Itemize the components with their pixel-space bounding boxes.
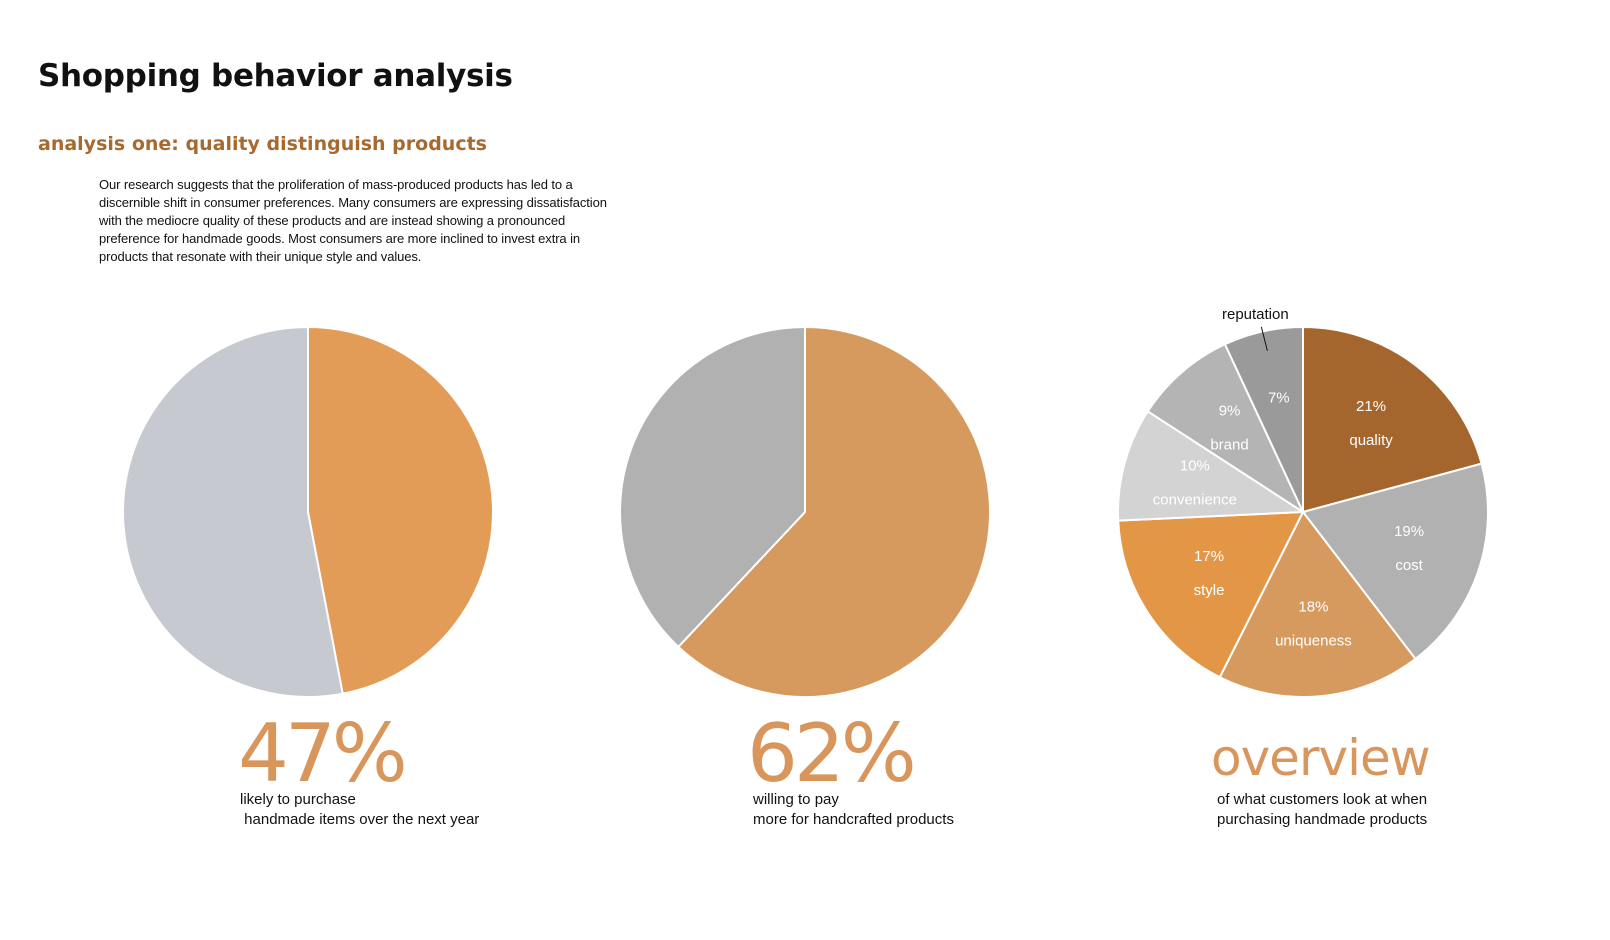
pie-slice-cost [1301, 462, 1489, 661]
slice-category-label: convenience [1153, 492, 1237, 509]
slice-category-label: cost [1395, 557, 1423, 574]
slice-category-label: uniqueness [1275, 633, 1352, 650]
page-title: Shopping behavior analysis [38, 58, 513, 94]
slice-category-label: style [1194, 582, 1225, 599]
pie-slice-6 [1223, 325, 1304, 513]
purchase-likelihood-value: 47% [238, 707, 408, 800]
pie-slice-brand [1146, 342, 1306, 515]
slice-percent-label: 21% [1356, 398, 1386, 415]
overview-caption-line1: of what customers look at when [1217, 791, 1428, 808]
pie-slice-1 [619, 325, 806, 649]
callout-leader-line [1260, 326, 1268, 352]
pie-slice-quality [1302, 325, 1483, 514]
slice-percent-label: 18% [1298, 599, 1328, 616]
pie-slice-0 [676, 325, 991, 698]
willing-to-pay-caption-line1: willing to pay [753, 791, 839, 808]
overview-pie: 21% quality 19% cost 18% uniqueness 17% style 10… [1117, 306, 1489, 698]
slice-category-label: quality [1349, 432, 1393, 449]
slice-percent-label: 17% [1194, 548, 1224, 565]
slice-percent-label: 10% [1180, 458, 1210, 475]
overview-heading: overview [1211, 729, 1431, 787]
pie-slice-0 [307, 325, 494, 695]
slice-percent-label: 7% [1268, 390, 1290, 407]
slice-category-label: brand [1210, 436, 1248, 453]
purchase-likelihood-caption-line2: handmade items over the next year [240, 811, 480, 828]
pie-slice-1 [122, 325, 344, 698]
pie-slice-convenience [1117, 409, 1307, 522]
slice-percent-label: 19% [1394, 523, 1424, 540]
purchase-likelihood-pie [122, 325, 494, 698]
overview-caption-line2: purchasing handmade products [1217, 811, 1428, 828]
willing-to-pay-pie [619, 325, 991, 698]
intro-paragraph: Our research suggests that the prolifera… [99, 177, 607, 264]
willing-to-pay-caption-line2: more for handcrafted products [753, 811, 954, 828]
slice-callout-label: reputation [1222, 306, 1289, 323]
pie-slice-uniqueness [1218, 510, 1417, 698]
section-subtitle: analysis one: quality distinguish produc… [38, 133, 487, 155]
willing-to-pay-value: 62% [747, 707, 917, 800]
pie-slice-style [1117, 510, 1305, 679]
slice-percent-label: 9% [1219, 402, 1241, 419]
purchase-likelihood-caption-line1: likely to purchase [240, 791, 356, 808]
